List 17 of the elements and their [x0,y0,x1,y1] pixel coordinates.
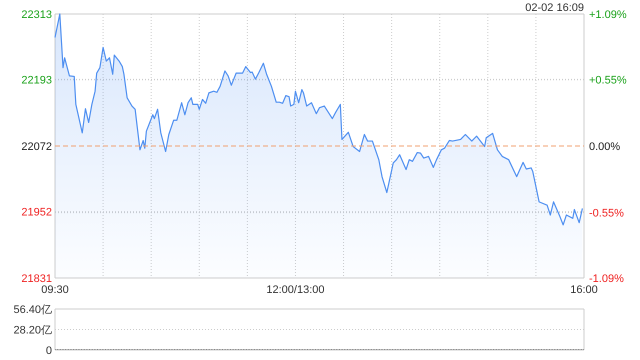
text: 02-02 16:09 [525,2,584,14]
y-tick-label: 22313 [21,9,52,21]
y-tick-label: 0 [46,345,52,357]
y2-tick-label: +0.55% [589,74,627,86]
y2-tick-label: +1.09% [589,9,627,21]
y2-tick-label: -1.09% [589,273,624,285]
y-tick-label: 28.20亿 [13,324,52,336]
y-tick-label: 56.40亿 [13,304,52,316]
y2-tick-label: 0.00% [589,141,620,153]
y-tick-label: 22072 [21,141,52,153]
x-tick-label: 16:00 [570,284,598,296]
y2-tick-label: -0.55% [589,208,624,220]
y-tick-label: 21952 [21,206,52,219]
x-tick-label: 09:30 [41,284,69,296]
x-tick-label: 12:00/13:00 [266,284,325,296]
y-tick-label: 22193 [21,74,52,87]
y-tick-label: 21831 [21,273,52,285]
